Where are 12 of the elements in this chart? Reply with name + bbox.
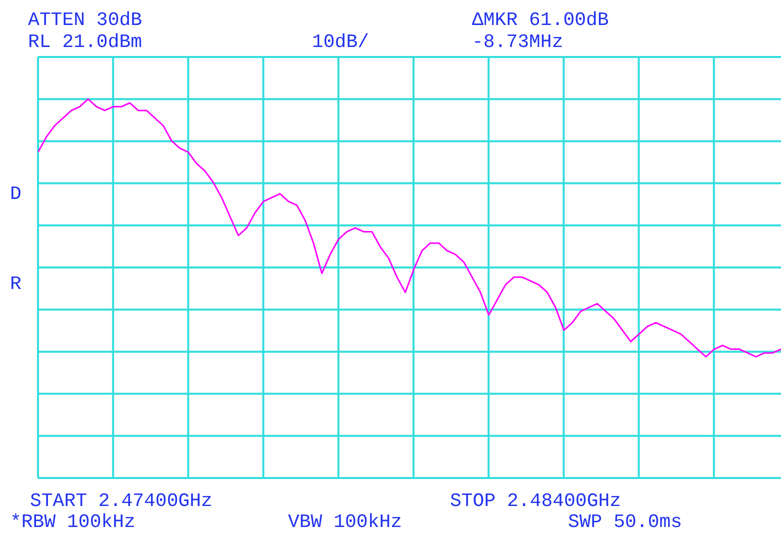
text: ATTEN 30dB <box>28 9 142 31</box>
text: -8.73MHz <box>472 31 564 53</box>
text: VBW 100kHz <box>288 511 402 533</box>
text: START 2.47400GHz <box>30 490 212 512</box>
text: SWP 50.0ms <box>568 511 682 533</box>
text: ΔMKR 61.00dB <box>472 9 609 31</box>
text: R <box>10 273 22 295</box>
text: 10dB/ <box>312 31 370 53</box>
text: STOP 2.48400GHz <box>450 490 622 512</box>
text: D <box>10 183 22 205</box>
text: *RBW 100kHz <box>10 511 136 533</box>
text: RL 21.0dBm <box>28 31 142 53</box>
